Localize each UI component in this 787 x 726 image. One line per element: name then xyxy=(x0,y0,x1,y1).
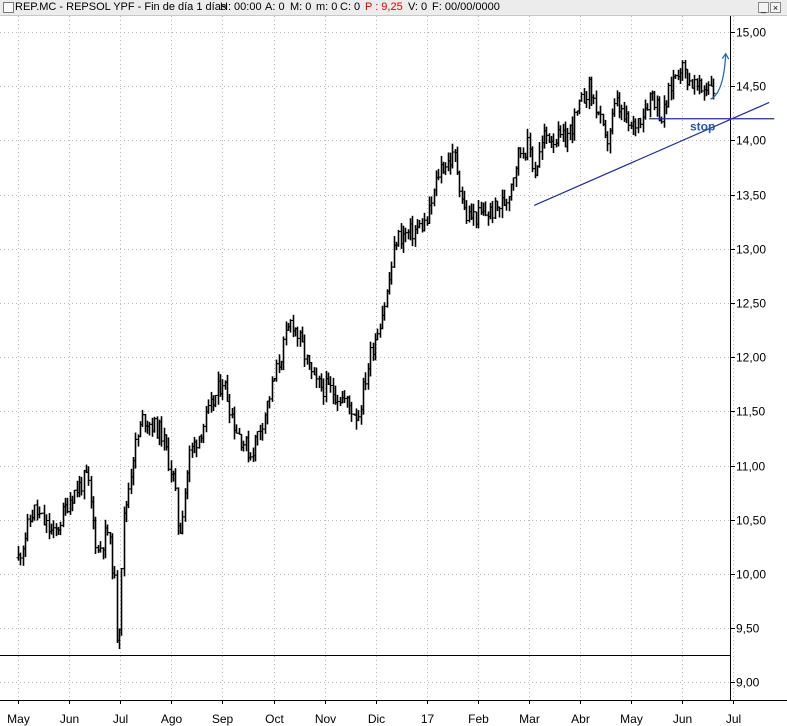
y-tick-label: 10,50 xyxy=(736,514,766,528)
y-tick-label: 12,50 xyxy=(736,297,766,311)
y-tick-label: 13,50 xyxy=(736,189,766,203)
x-tick-label: Abr xyxy=(571,712,590,726)
value-m-low: m: 0 xyxy=(316,1,338,13)
x-tick-label: Feb xyxy=(468,712,489,726)
window-buttons: _ × xyxy=(757,1,785,14)
y-tick-label: 11,50 xyxy=(736,405,765,419)
value-f: F: 00/00/0000 xyxy=(432,1,500,13)
y-tick-label: 9,00 xyxy=(736,676,760,690)
value-m-open: M: 0 xyxy=(290,1,312,13)
chart-menu-icon[interactable] xyxy=(3,2,14,13)
x-tick-label: Sep xyxy=(212,712,234,726)
value-a: A: 0 xyxy=(265,1,285,13)
y-tick-label: 15,00 xyxy=(736,26,766,40)
y-tick-label: 12,00 xyxy=(736,351,766,365)
x-tick-label: Jul xyxy=(726,712,741,726)
x-tick-label: May xyxy=(7,712,30,726)
x-tick-label: May xyxy=(620,712,643,726)
chart-header: REP.MC - REPSOL YPF - Fin de día 1 días … xyxy=(0,0,787,16)
y-tick-label: 11,00 xyxy=(736,460,765,474)
arrow-head xyxy=(721,52,730,60)
x-tick-label: Jun xyxy=(673,712,692,726)
stop-label: stop xyxy=(690,120,715,134)
x-tick-label: Mar xyxy=(519,712,540,726)
x-tick-label: 17 xyxy=(421,712,435,726)
value-c: C: 0 xyxy=(340,1,361,13)
x-tick-label: Dic xyxy=(368,712,385,726)
annotations: stop xyxy=(0,52,775,656)
y-tick-label: 14,50 xyxy=(736,80,766,94)
y-tick-label: 14,00 xyxy=(736,134,766,148)
x-tick-label: Jun xyxy=(60,712,79,726)
x-tick-label: Jul xyxy=(113,712,128,726)
value-h: H: 00:00 xyxy=(220,1,262,13)
value-v: V: 0 xyxy=(408,1,428,13)
y-tick-label: 13,00 xyxy=(736,243,766,257)
x-tick-label: Oct xyxy=(265,712,284,726)
close-button[interactable]: × xyxy=(770,2,781,13)
ohlc-bars xyxy=(16,59,716,649)
minimize-button[interactable]: _ xyxy=(758,2,769,13)
x-tick-label: Ago xyxy=(161,712,183,726)
y-tick-label: 9,50 xyxy=(736,622,760,636)
y-tick-label: 10,00 xyxy=(736,568,766,582)
trendline xyxy=(533,101,770,206)
projection-arrow xyxy=(710,53,727,100)
grid xyxy=(0,16,787,701)
axis-ticks: 15,00 14,50 14,00 13,50 13,00 12,50 12,00 11,50… xyxy=(7,26,766,726)
symbol-label: REP.MC - REPSOL YPF - Fin de día 1 días xyxy=(15,1,227,13)
value-p: P : 9,25 xyxy=(365,1,403,13)
x-tick-label: Nov xyxy=(315,712,336,726)
